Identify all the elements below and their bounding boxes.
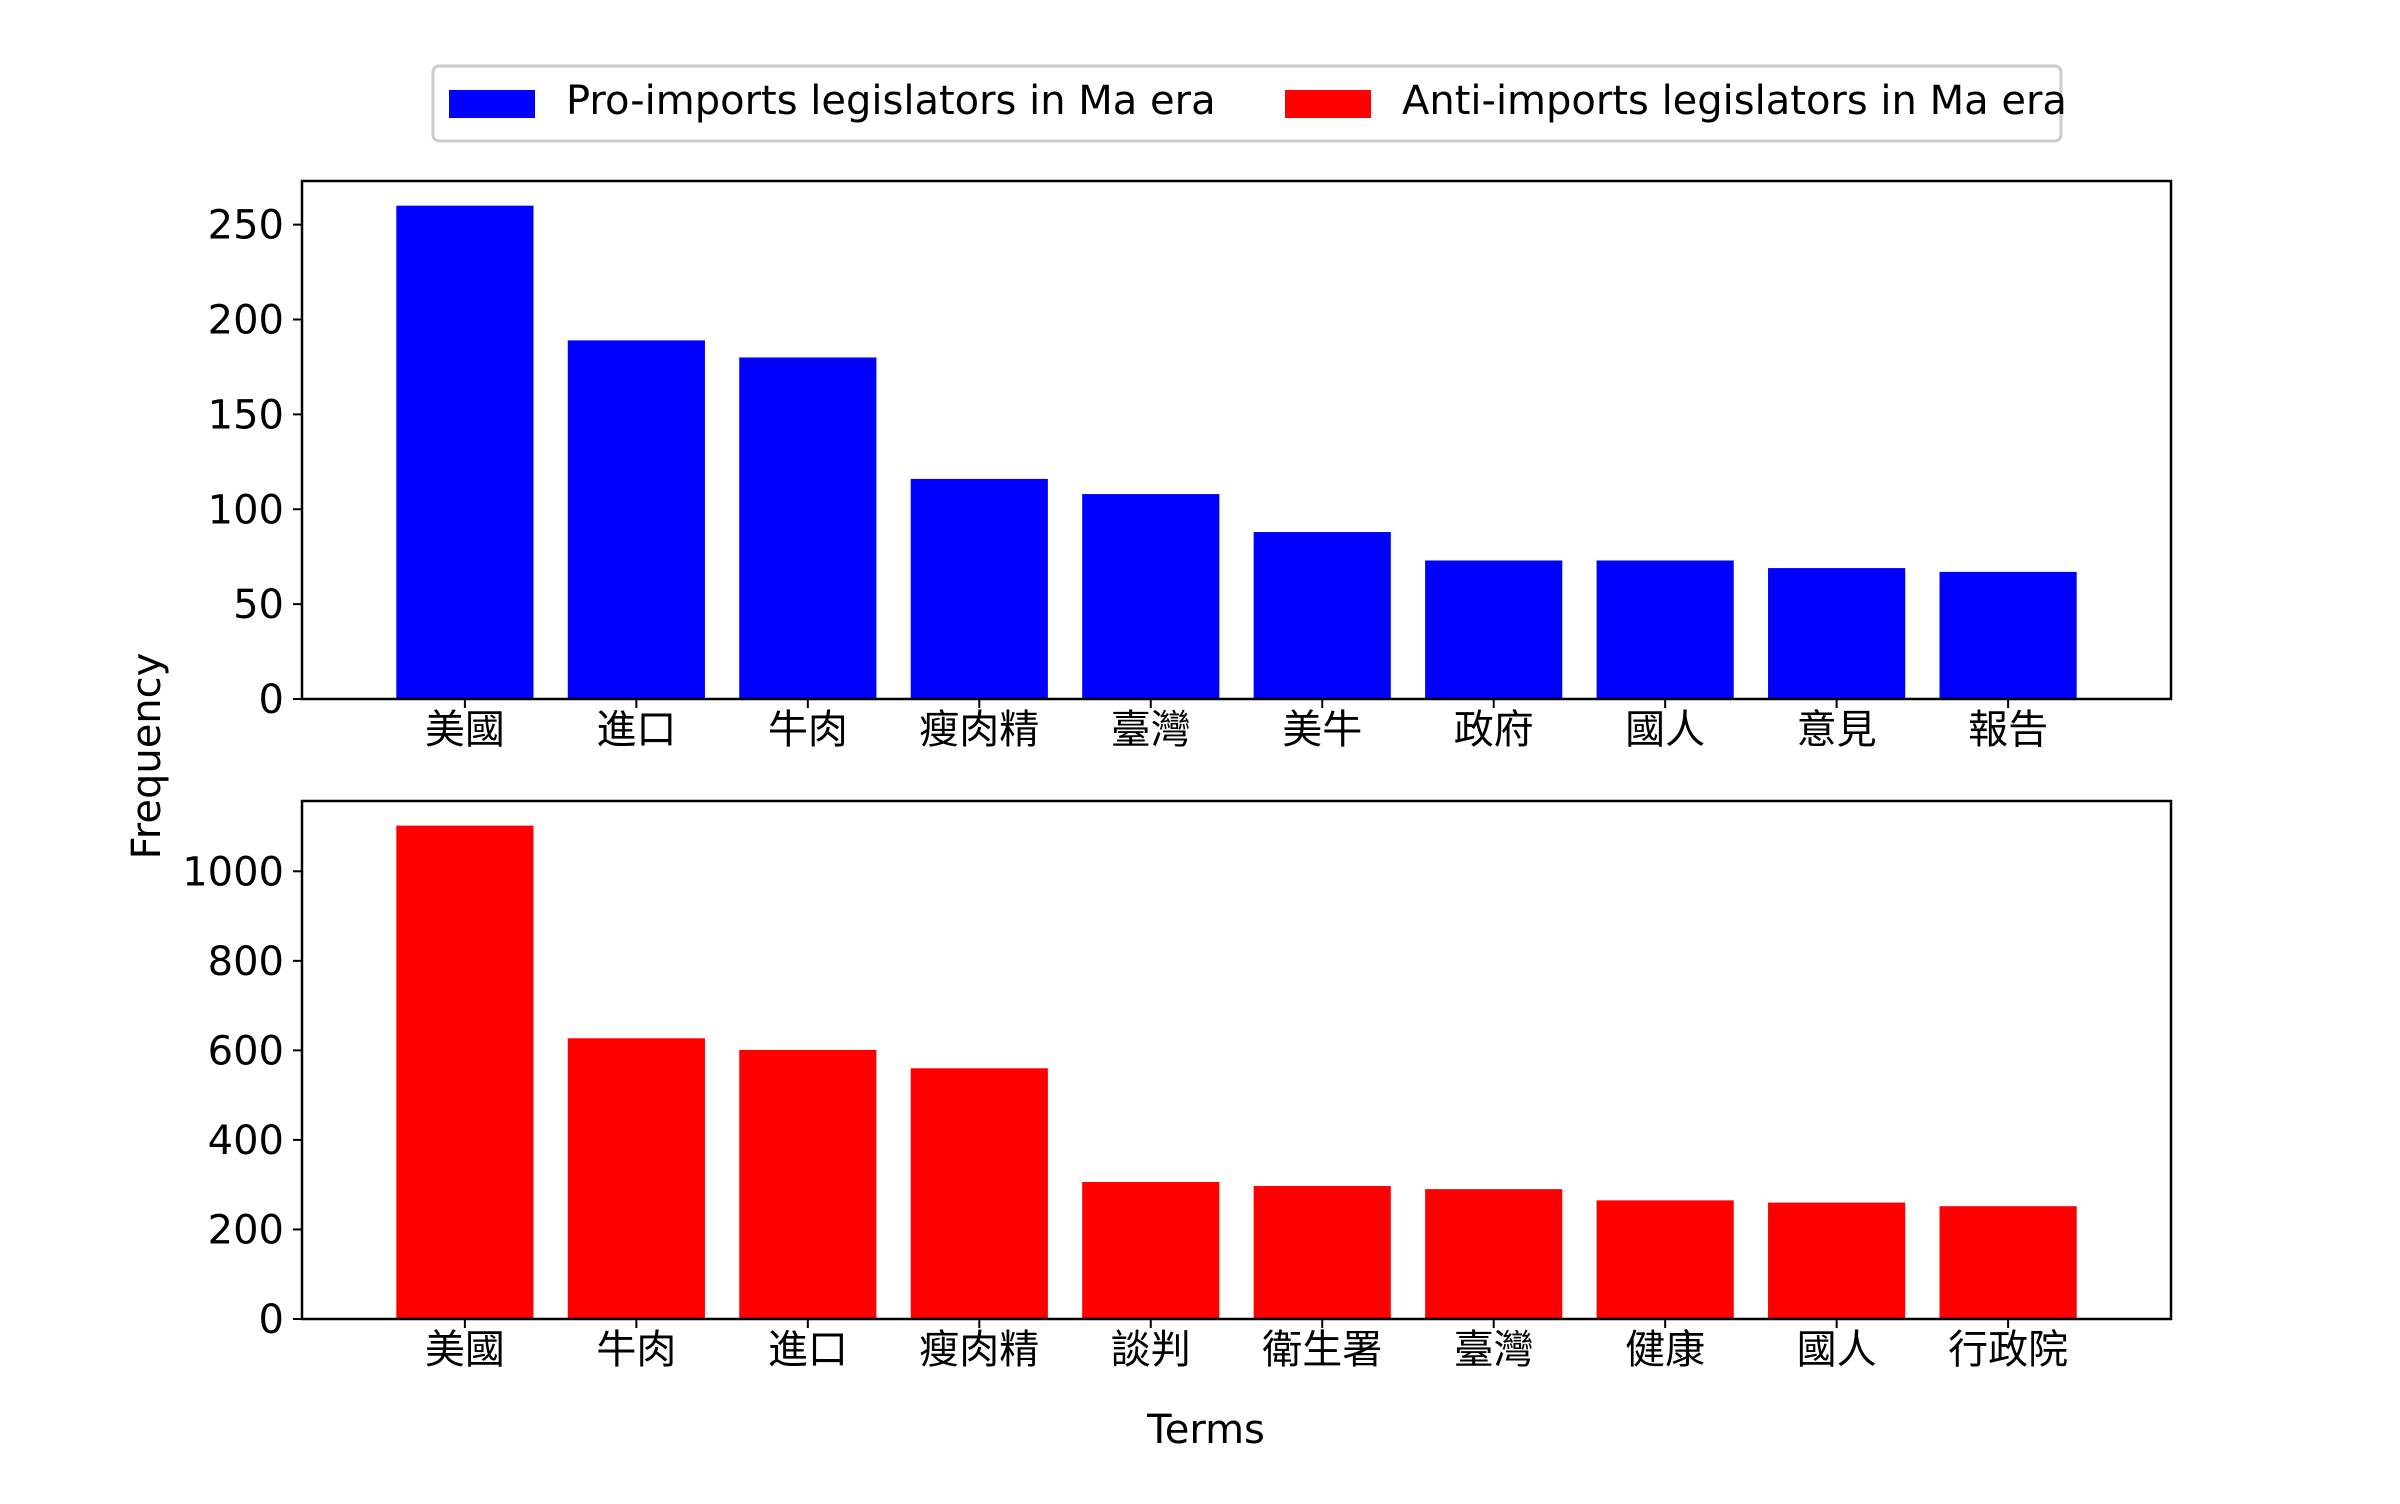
x-tick-label: 進口 [596,707,676,753]
y-axis-label: Frequency [124,653,170,860]
y-tick-label: 150 [208,392,284,438]
legend: Pro-imports legislators in Ma era Anti-i… [431,64,2067,143]
y-tick-label: 0 [259,677,284,723]
y-tick-label: 0 [259,1297,284,1343]
bar [1768,1202,1906,1319]
x-tick-label: 意見 [1797,707,1877,753]
x-tick-label: 美牛 [1282,707,1362,753]
y-tick-label: 600 [208,1028,284,1074]
legend-label-pro: Pro-imports legislators in Ma era [566,78,1216,124]
bar [739,357,877,699]
x-tick-label: 美國 [425,707,505,753]
bar [1425,1189,1563,1319]
y-tick-label: 1000 [182,849,284,895]
bottom-panel: 美國 牛肉 進口 瘦肉精 談判 衛生署 臺灣 健康 國人 行政院 0 200 400 600 800 1000 [182,799,2173,1373]
top-panel-frame [300,179,2173,701]
x-tick-label: 衛生署 [1262,1327,1382,1373]
bar [1939,571,2077,699]
bar [1082,1182,1220,1319]
y-tick-label: 400 [208,1118,284,1164]
x-tick-label: 瘦肉精 [919,1327,1039,1373]
bar [910,1068,1048,1319]
y-tick-label: 50 [233,582,284,628]
bar [1082,494,1220,699]
x-tick-label: 瘦肉精 [919,707,1039,753]
bar [1596,560,1734,699]
bar [1768,568,1906,699]
x-tick-label: 政府 [1454,707,1534,753]
bar [1939,1206,2077,1319]
x-tick-label: 國人 [1625,707,1705,753]
x-tick-label: 臺灣 [1454,1327,1534,1373]
bar [1253,1186,1391,1319]
bar [1596,1200,1734,1319]
y-tick-label: 200 [208,1207,284,1253]
bars-panel-1 [396,825,2077,1319]
bar [567,340,705,699]
legend-label-anti: Anti-imports legislators in Ma era [1402,78,2067,124]
bar [1425,560,1563,699]
bar [910,478,1048,699]
bar [396,205,534,700]
x-tick-label: 健康 [1625,1327,1705,1373]
x-tick-label: 進口 [768,1327,848,1373]
legend-swatch-pro [449,90,535,118]
y-tick-label: 200 [208,298,284,344]
bar [567,1038,705,1319]
x-tick-label: 行政院 [1948,1327,2068,1373]
y-tick-label: 250 [208,203,284,249]
x-tick-label: 談判 [1111,1327,1191,1373]
x-axis-label: Terms [1146,1407,1265,1453]
x-tick-label: 國人 [1797,1327,1877,1373]
legend-frame [431,64,2063,143]
x-tick-label: 美國 [425,1327,505,1373]
bars-panel-0 [396,205,2077,700]
x-tick-label: 臺灣 [1111,707,1191,753]
x-tick-label: 牛肉 [596,1327,676,1373]
x-tick-label: 牛肉 [768,707,848,753]
bottom-panel-frame [300,799,2173,1321]
x-tick-label: 報告 [1968,707,2048,753]
legend-swatch-anti [1285,90,1371,118]
bar [739,1049,877,1319]
y-tick-label: 800 [208,939,284,985]
bar [396,825,534,1319]
bar [1253,532,1391,699]
y-tick-label: 100 [208,487,284,533]
top-panel: 美國 進口 牛肉 瘦肉精 臺灣 美牛 政府 國人 意見 報告 0 50 100 150 200 250 [208,179,2173,753]
